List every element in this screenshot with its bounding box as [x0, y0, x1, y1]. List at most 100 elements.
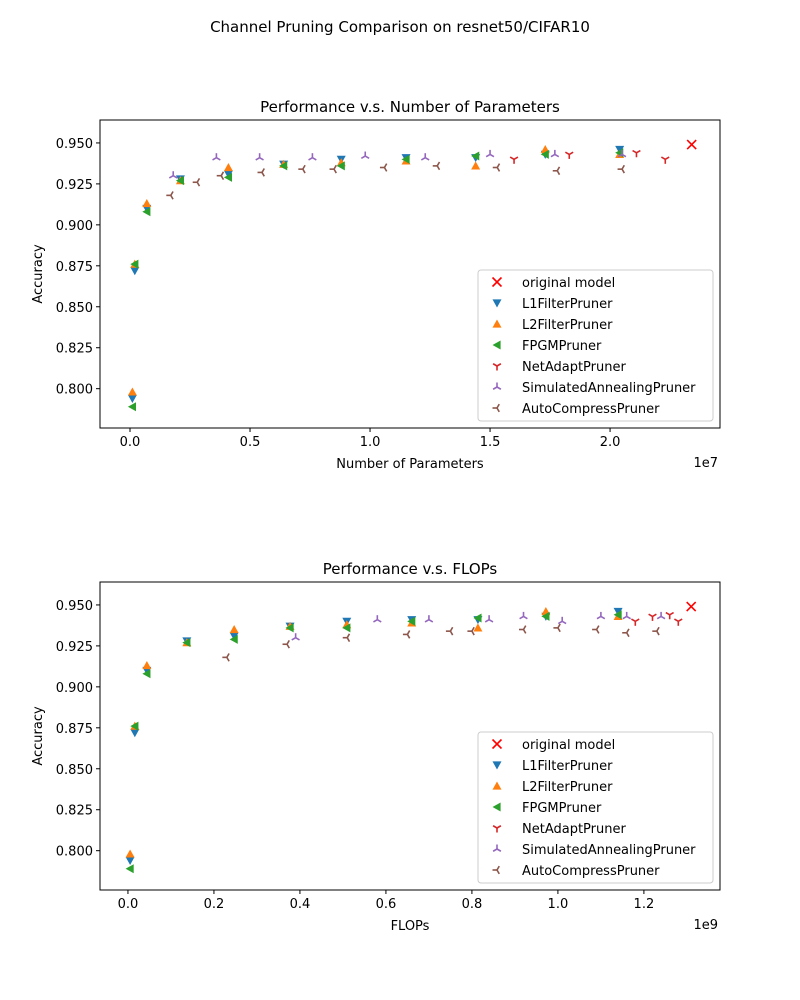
legend-label: SimulatedAnnealingPruner — [522, 381, 696, 396]
point-simulatedannealingpruner — [168, 171, 178, 179]
point-autocompresspruner — [519, 625, 527, 634]
point-fpgmpruner — [127, 402, 137, 412]
point-l2filterpruner — [127, 387, 137, 396]
legend-label: L1FilterPruner — [522, 759, 613, 774]
legend: original model L1FilterPruner L2FilterPrun… — [477, 269, 714, 422]
x-tick-label: 1.0 — [548, 897, 569, 912]
point-fpgmpruner — [130, 259, 139, 269]
legend-marker-netadaptpruner — [492, 363, 502, 371]
point-netadaptpruner — [631, 618, 640, 626]
point-fpgmpruner — [279, 161, 288, 171]
point-fpgmpruner — [285, 623, 294, 633]
y-tick-label: 0.800 — [56, 383, 93, 398]
point-fpgmpruner — [175, 176, 185, 186]
point-netadaptpruner — [509, 156, 519, 164]
point-autocompresspruner — [652, 626, 660, 636]
point-autocompresspruner — [445, 626, 454, 636]
legend-label: original model — [522, 738, 615, 753]
legend-label: FPGMPruner — [522, 801, 602, 816]
legend-label: NetAdaptPruner — [522, 360, 626, 375]
legend-label: AutoCompressPruner — [522, 402, 660, 417]
x-tick-label: 1.2 — [634, 897, 655, 912]
point-l1filterpruner — [127, 394, 137, 404]
legend-label: SimulatedAnnealingPruner — [522, 843, 696, 858]
y-tick-label: 0.875 — [56, 260, 93, 275]
point-l1filterpruner — [125, 856, 135, 866]
y-tick-label: 0.825 — [56, 342, 93, 357]
x-tick-label: 0.0 — [120, 435, 141, 450]
x-tick-label: 0.2 — [204, 897, 225, 912]
x-offset-label: 1e9 — [693, 918, 718, 933]
point-netadaptpruner — [564, 151, 574, 159]
point-simulatedannealingpruner — [550, 149, 560, 158]
legend-label: AutoCompressPruner — [522, 864, 660, 879]
point-netadaptpruner — [632, 149, 641, 158]
chart-title: Performance v.s. FLOPs — [323, 560, 498, 578]
point-autocompresspruner — [617, 164, 626, 174]
point-autocompresspruner — [342, 633, 351, 642]
point-fpgmpruner — [407, 616, 416, 626]
point-simulatedannealingpruner — [291, 633, 300, 641]
legend-label: original model — [522, 276, 615, 291]
x-axis-label: FLOPs — [391, 919, 430, 934]
point-fpgmpruner — [540, 149, 549, 159]
legend-marker-l2filterpruner — [492, 781, 502, 790]
y-tick-label: 0.950 — [56, 137, 93, 152]
y-tick-label: 0.900 — [56, 681, 93, 696]
point-autocompresspruner — [592, 625, 600, 634]
point-fpgmpruner — [125, 864, 134, 874]
legend-marker-simulatedannealingpruner — [492, 382, 502, 390]
point-fpgmpruner — [471, 151, 480, 161]
point-fpgmpruner — [223, 172, 233, 182]
point-netadaptpruner — [660, 156, 670, 164]
point-simulatedannealingpruner — [212, 153, 221, 161]
point-simulatedannealingpruner — [424, 615, 434, 623]
point-simulatedannealingpruner — [622, 611, 631, 620]
point-fpgmpruner — [541, 611, 550, 621]
legend-marker-l1filterpruner — [492, 761, 502, 770]
y-tick-label: 0.800 — [56, 845, 93, 860]
point-autocompresspruner — [166, 191, 174, 200]
x-tick-label: 2.0 — [600, 435, 621, 450]
axes-frame — [99, 119, 721, 429]
y-tick-label: 0.850 — [56, 301, 93, 316]
point-simulatedannealingpruner — [617, 149, 627, 158]
legend-marker-l1filterpruner — [492, 299, 502, 308]
point-simulatedannealingpruner — [255, 153, 264, 161]
point-fpgmpruner — [342, 623, 351, 633]
y-tick-label: 0.825 — [56, 804, 93, 819]
point-l2filterpruner — [229, 625, 239, 634]
point-simulatedannealingpruner — [484, 615, 494, 623]
point-simulatedannealingpruner — [373, 615, 382, 623]
point-fpgmpruner — [336, 161, 345, 171]
y-tick-label: 0.950 — [56, 599, 93, 614]
point-l1filterpruner — [130, 729, 140, 738]
legend-marker-original-model — [491, 738, 503, 750]
point-autocompresspruner — [622, 628, 630, 638]
point-simulatedannealingpruner — [519, 611, 528, 620]
legend-marker-fpgmpruner — [492, 340, 501, 350]
point-autocompresspruner — [192, 177, 201, 187]
point-original-model — [686, 139, 697, 150]
point-autocompresspruner — [552, 166, 561, 176]
legend-marker-autocompresspruner — [492, 865, 500, 875]
point-autocompresspruner — [432, 161, 441, 171]
point-l1filterpruner — [229, 632, 239, 641]
point-simulatedannealingpruner — [360, 151, 370, 159]
x-tick-label: 0.4 — [290, 897, 311, 912]
y-tick-label: 0.875 — [56, 722, 93, 737]
y-axis-label: Accuracy — [31, 244, 46, 304]
point-original-model — [686, 601, 697, 612]
legend-label: NetAdaptPruner — [522, 822, 626, 837]
y-tick-label: 0.900 — [56, 219, 93, 234]
point-l1filterpruner — [130, 267, 140, 276]
point-fpgmpruner — [182, 638, 191, 648]
point-fpgmpruner — [401, 154, 410, 164]
point-autocompresspruner — [222, 653, 230, 662]
point-simulatedannealingpruner — [485, 149, 495, 158]
point-autocompresspruner — [329, 164, 337, 174]
point-fpgmpruner — [130, 721, 139, 731]
legend-marker-original-model — [491, 276, 503, 288]
figure-title: Channel Pruning Comparison on resnet50/C… — [210, 18, 590, 36]
